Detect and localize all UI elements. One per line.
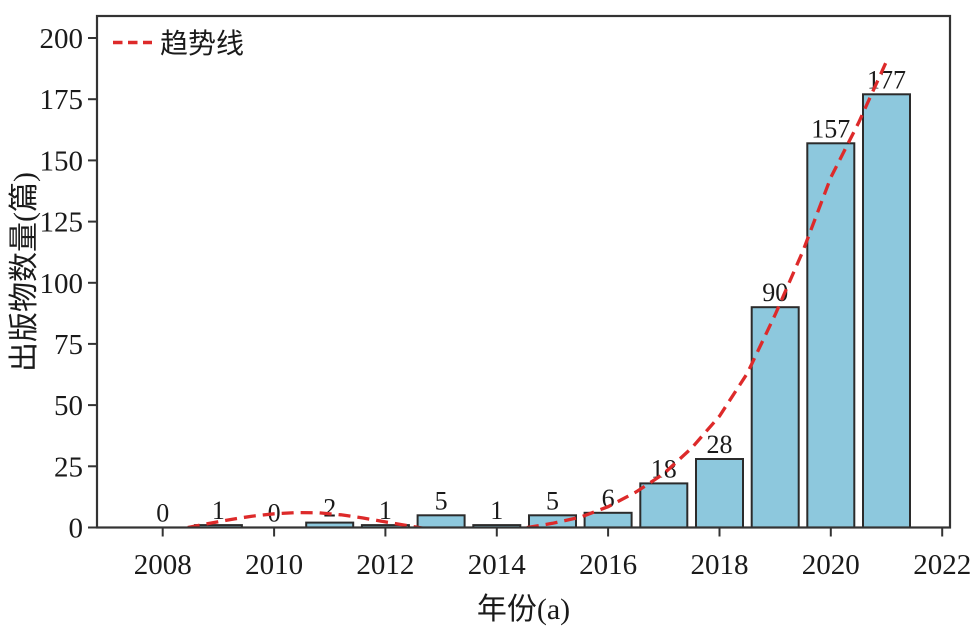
x-axis-title: 年份(a) xyxy=(477,593,570,626)
y-tick-label-125: 125 xyxy=(40,207,84,239)
y-tick-label-50: 50 xyxy=(54,390,83,422)
y-tick-label-100: 100 xyxy=(40,268,84,300)
bar-value-label-2015: 5 xyxy=(546,486,559,515)
bar-2020 xyxy=(806,142,856,529)
bar-value-label-2008: 0 xyxy=(156,499,169,528)
bar-value-label-2013: 5 xyxy=(435,486,448,515)
y-tick-label-150: 150 xyxy=(40,145,84,177)
bar-value-label-2018: 28 xyxy=(707,430,733,459)
bar-2018 xyxy=(695,458,744,529)
x-tick-label-2012: 2012 xyxy=(356,549,414,581)
bar-value-label-2009: 1 xyxy=(212,496,225,525)
bar-2016 xyxy=(583,511,633,529)
x-tick-label-2018: 2018 xyxy=(691,549,749,581)
bar-2019 xyxy=(750,306,800,529)
x-axis xyxy=(161,528,944,537)
x-tick-label-2016: 2016 xyxy=(579,549,637,581)
y-axis xyxy=(88,37,96,529)
bar-value-label-2014: 1 xyxy=(490,496,503,525)
x-tick-label-2022: 2022 xyxy=(913,549,971,581)
x-tick-label-2020: 2020 xyxy=(802,549,860,581)
bar-value-label-2020: 157 xyxy=(811,114,850,143)
bar-value-label-2012: 1 xyxy=(379,496,392,525)
bar-2013 xyxy=(416,514,466,529)
y-axis-title: 出版物数量(篇) xyxy=(8,172,41,372)
legend-label-trend: 趋势线 xyxy=(160,28,244,60)
y-tick-label-200: 200 xyxy=(40,23,84,55)
plot-border xyxy=(95,14,952,529)
bar-2017 xyxy=(639,482,689,529)
y-tick-label-25: 25 xyxy=(54,451,83,483)
bar-value-label-2011: 2 xyxy=(323,494,336,523)
x-tick-label-2010: 2010 xyxy=(245,549,303,581)
y-tick-label-75: 75 xyxy=(54,329,83,361)
y-tick-label-0: 0 xyxy=(69,513,84,545)
x-tick-label-2008: 2008 xyxy=(134,549,192,581)
y-tick-label-175: 175 xyxy=(40,84,84,116)
x-tick-label-2014: 2014 xyxy=(468,549,527,581)
bar-2021 xyxy=(862,93,911,529)
trend-line xyxy=(187,60,889,527)
